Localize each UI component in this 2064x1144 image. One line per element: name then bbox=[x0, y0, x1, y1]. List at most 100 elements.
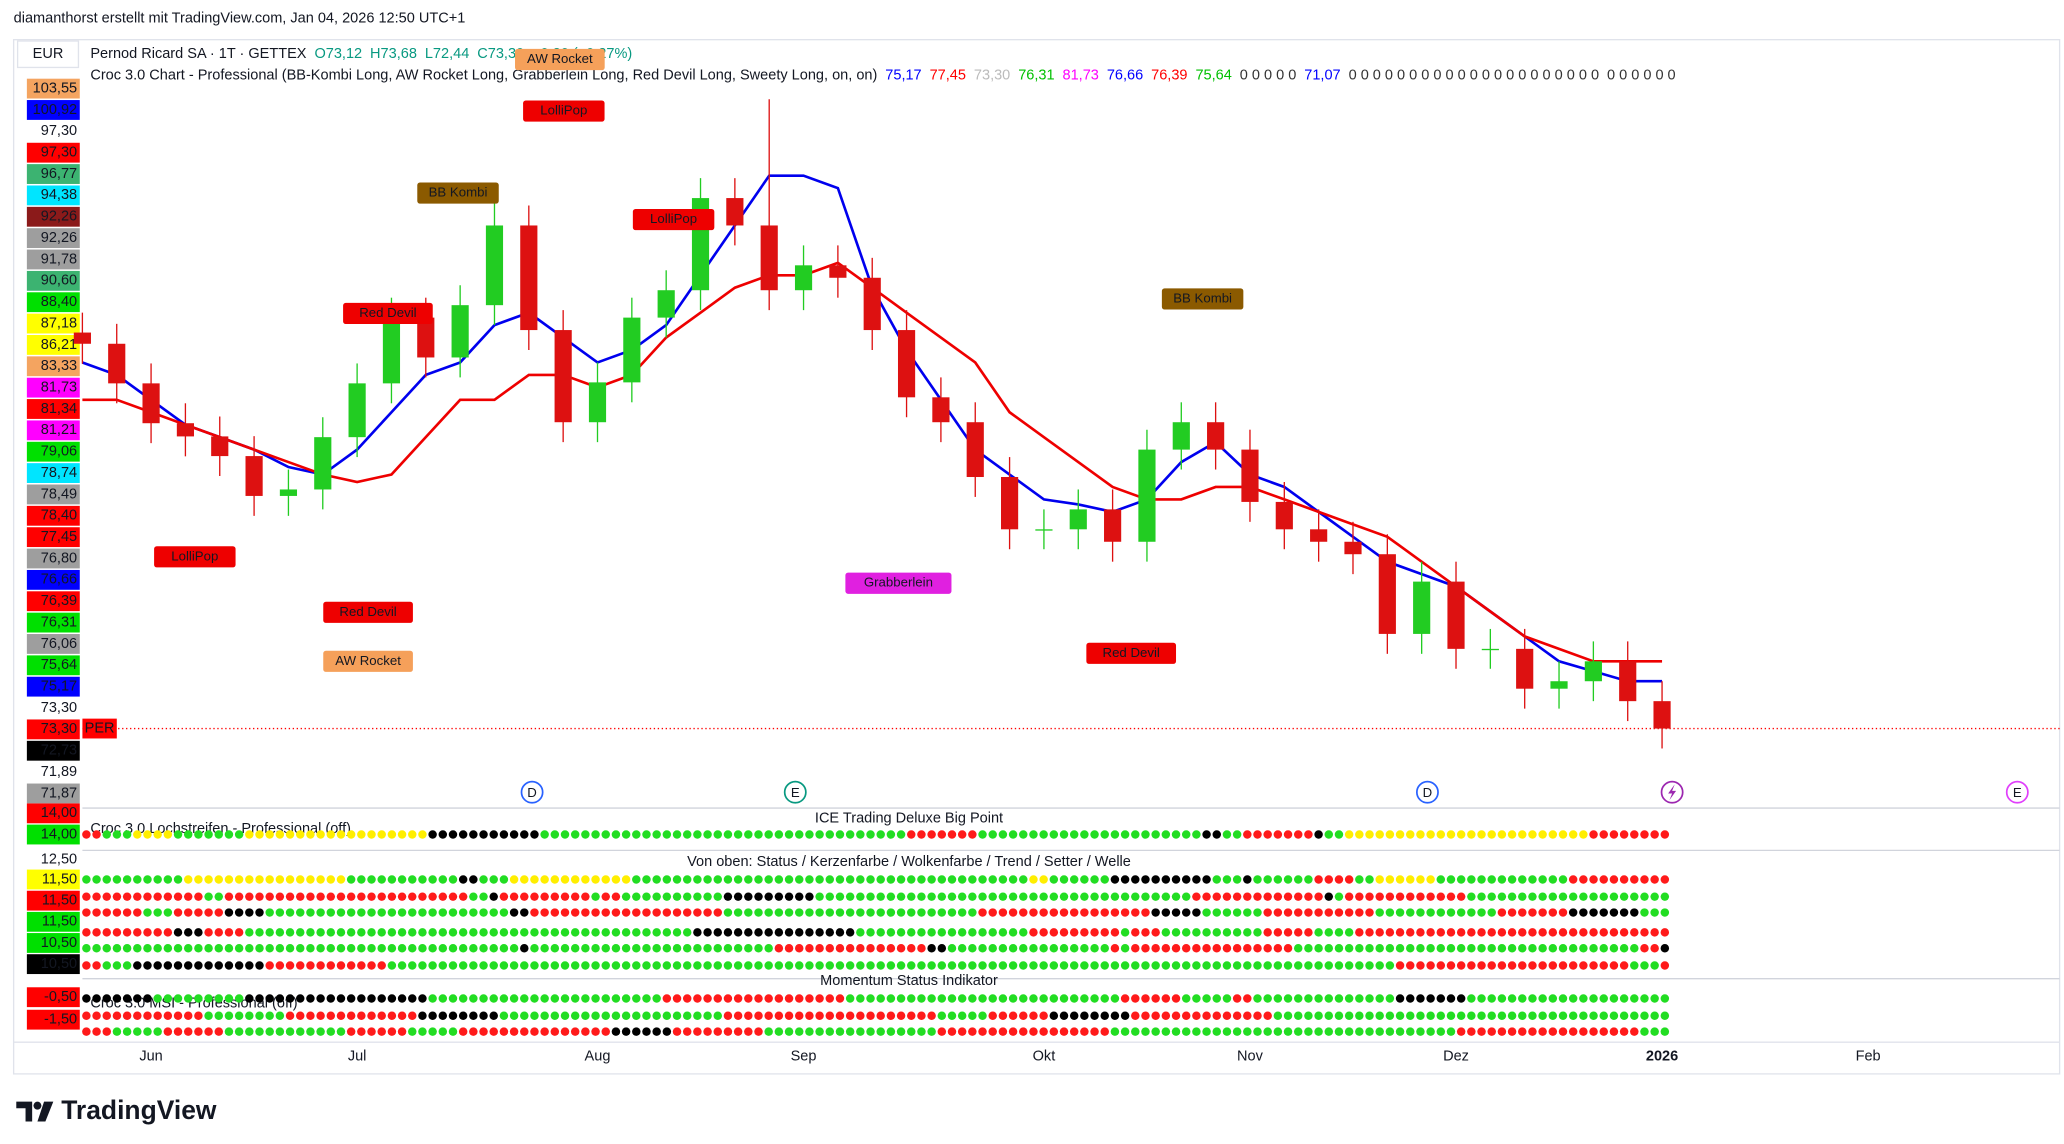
state-dot bbox=[581, 830, 590, 839]
state-dot bbox=[1568, 928, 1578, 937]
state-dot bbox=[1141, 830, 1150, 839]
signal-label: BB Kombi bbox=[1173, 290, 1232, 305]
state-dot bbox=[815, 1027, 824, 1036]
state-dot bbox=[1171, 1027, 1181, 1036]
state-dot bbox=[998, 830, 1008, 839]
state-dot bbox=[1120, 875, 1130, 884]
price-label: 76,80 bbox=[41, 550, 77, 566]
state-dot bbox=[1049, 1027, 1059, 1036]
state-dot bbox=[1497, 994, 1507, 1003]
state-dot bbox=[204, 994, 213, 1003]
price-badge bbox=[26, 228, 80, 249]
state-dot bbox=[122, 961, 132, 970]
state-dot bbox=[499, 961, 509, 970]
state-dot bbox=[224, 1011, 234, 1020]
state-dot bbox=[520, 892, 529, 901]
state-dot bbox=[1456, 875, 1466, 884]
state-dot bbox=[1120, 892, 1130, 901]
state-dot bbox=[550, 944, 560, 953]
state-dot bbox=[754, 875, 763, 884]
state-dot bbox=[194, 994, 203, 1003]
state-dot bbox=[326, 1011, 336, 1020]
state-dot bbox=[947, 928, 957, 937]
state-dot bbox=[1283, 961, 1293, 970]
state-dot bbox=[1100, 961, 1109, 970]
state-dot bbox=[886, 892, 896, 901]
state-dot bbox=[1538, 875, 1547, 884]
state-dot bbox=[1344, 1011, 1354, 1020]
state-dot bbox=[143, 961, 152, 970]
state-dot bbox=[744, 1027, 753, 1036]
state-dot bbox=[1059, 1027, 1069, 1036]
price-label: 81,73 bbox=[41, 379, 77, 395]
state-dot bbox=[1080, 1027, 1089, 1036]
state-dot bbox=[194, 944, 203, 953]
state-dot bbox=[397, 892, 407, 901]
state-dot bbox=[387, 908, 397, 917]
state-dot bbox=[275, 1011, 285, 1020]
state-dot bbox=[1141, 994, 1150, 1003]
state-dot bbox=[499, 830, 509, 839]
state-dot bbox=[397, 961, 407, 970]
state-dot bbox=[530, 944, 539, 953]
state-dot bbox=[662, 1027, 672, 1036]
state-dot bbox=[1069, 892, 1079, 901]
state-dot bbox=[1232, 961, 1242, 970]
state-dot bbox=[397, 994, 407, 1003]
state-dot bbox=[1110, 994, 1120, 1003]
state-dot bbox=[326, 908, 336, 917]
panel-badge bbox=[26, 803, 80, 824]
state-dot bbox=[723, 928, 733, 937]
state-dot bbox=[560, 830, 570, 839]
state-dot bbox=[153, 908, 162, 917]
state-dot bbox=[805, 1011, 814, 1020]
state-dot bbox=[122, 928, 132, 937]
state-dot bbox=[1039, 944, 1048, 953]
state-dot bbox=[1090, 928, 1099, 937]
state-dot bbox=[438, 1011, 448, 1020]
state-dot bbox=[469, 961, 478, 970]
state-dot bbox=[744, 928, 753, 937]
state-dot bbox=[805, 928, 814, 937]
state-dot bbox=[357, 908, 366, 917]
state-dot bbox=[1579, 892, 1588, 901]
state-dot bbox=[621, 994, 631, 1003]
state-dot bbox=[1660, 994, 1670, 1003]
state-dot bbox=[1375, 994, 1384, 1003]
state-dot bbox=[112, 875, 122, 884]
state-dot bbox=[774, 928, 784, 937]
state-dot bbox=[886, 1011, 896, 1020]
state-dot bbox=[408, 928, 417, 937]
state-dot bbox=[907, 892, 916, 901]
state-dot bbox=[1426, 1011, 1435, 1020]
state-dot bbox=[876, 875, 885, 884]
state-dot bbox=[133, 830, 142, 839]
state-dot bbox=[214, 892, 224, 901]
state-dot bbox=[1222, 875, 1232, 884]
state-dot bbox=[234, 1011, 244, 1020]
state-dot bbox=[1243, 1027, 1252, 1036]
state-dot bbox=[1151, 1011, 1160, 1020]
state-dot bbox=[133, 961, 142, 970]
state-dot bbox=[1181, 908, 1191, 917]
state-dot bbox=[784, 830, 794, 839]
state-dot bbox=[265, 1027, 274, 1036]
state-dot bbox=[336, 994, 346, 1003]
state-dot bbox=[723, 875, 733, 884]
state-dot bbox=[92, 1011, 101, 1020]
state-dot bbox=[795, 892, 804, 901]
state-dot bbox=[815, 830, 824, 839]
state-dot bbox=[1202, 1011, 1211, 1020]
price-label: 92,26 bbox=[41, 230, 77, 246]
state-dot bbox=[591, 830, 600, 839]
state-dot bbox=[1273, 961, 1283, 970]
state-dot bbox=[408, 1011, 417, 1020]
state-dot bbox=[1304, 994, 1313, 1003]
signal-box bbox=[1086, 642, 1177, 664]
state-dot bbox=[1120, 1027, 1130, 1036]
state-dot bbox=[1110, 928, 1120, 937]
state-dot bbox=[917, 928, 926, 937]
state-dot bbox=[937, 961, 947, 970]
state-dot bbox=[805, 830, 814, 839]
state-dot bbox=[428, 875, 437, 884]
